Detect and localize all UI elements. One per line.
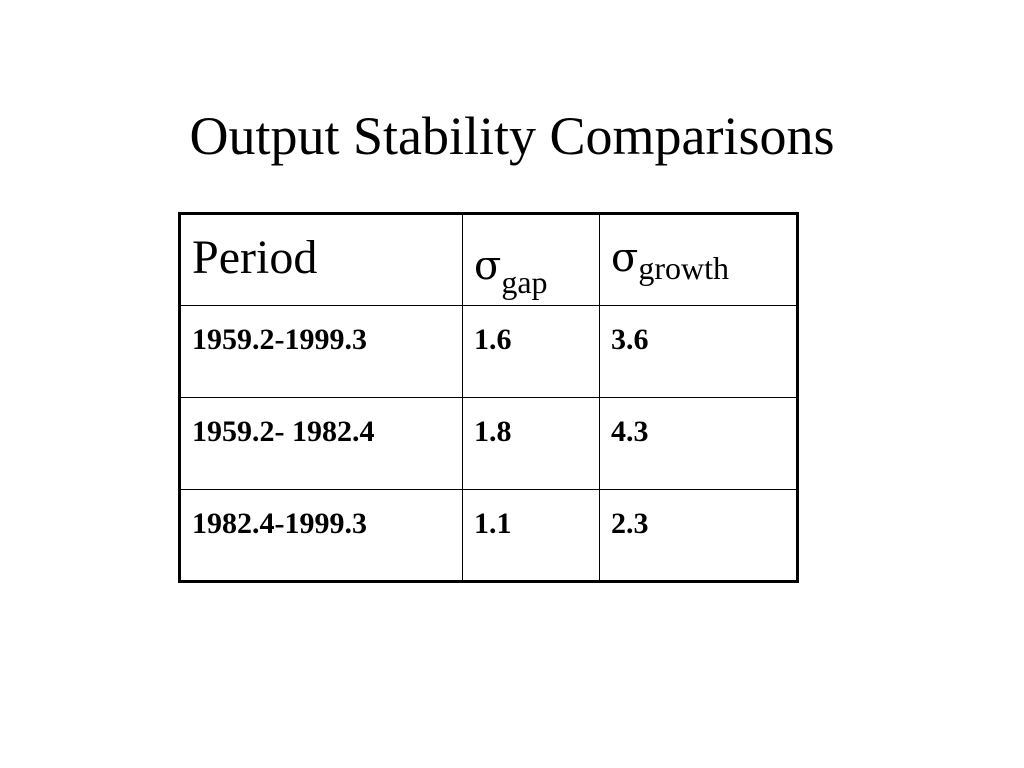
sigma-growth-subscript: growth bbox=[638, 250, 729, 286]
header-period: Period bbox=[179, 213, 463, 306]
header-sigma-growth: σgrowth bbox=[599, 213, 798, 306]
cell-growth: 4.3 bbox=[599, 397, 798, 490]
sigma-gap-symbol: σ bbox=[474, 243, 502, 289]
slide-title: Output Stability Comparisons bbox=[189, 106, 835, 166]
cell-growth: 3.6 bbox=[599, 305, 798, 398]
header-period-label: Period bbox=[192, 231, 318, 284]
cell-gap: 1.6 bbox=[462, 305, 600, 398]
header-sigma-gap: σgap bbox=[462, 213, 600, 306]
cell-period: 1959.2- 1982.4 bbox=[179, 397, 463, 490]
table-row: 1982.4-1999.3 1.1 2.3 bbox=[179, 489, 798, 582]
table-row: 1959.2-1999.3 1.6 3.6 bbox=[179, 305, 798, 398]
sigma-growth-symbol: σ bbox=[611, 235, 639, 281]
cell-period: 1959.2-1999.3 bbox=[179, 305, 463, 398]
table-row: 1959.2- 1982.4 1.8 4.3 bbox=[179, 397, 798, 490]
sigma-gap-subscript: gap bbox=[501, 264, 548, 300]
output-stability-table: Period σgap σgrowth 1959.2-1999.3 1.6 3.… bbox=[178, 212, 799, 583]
table-header-row: Period σgap σgrowth bbox=[179, 213, 798, 306]
cell-gap: 1.8 bbox=[462, 397, 600, 490]
cell-growth: 2.3 bbox=[599, 489, 798, 582]
cell-period: 1982.4-1999.3 bbox=[179, 489, 463, 582]
cell-gap: 1.1 bbox=[462, 489, 600, 582]
